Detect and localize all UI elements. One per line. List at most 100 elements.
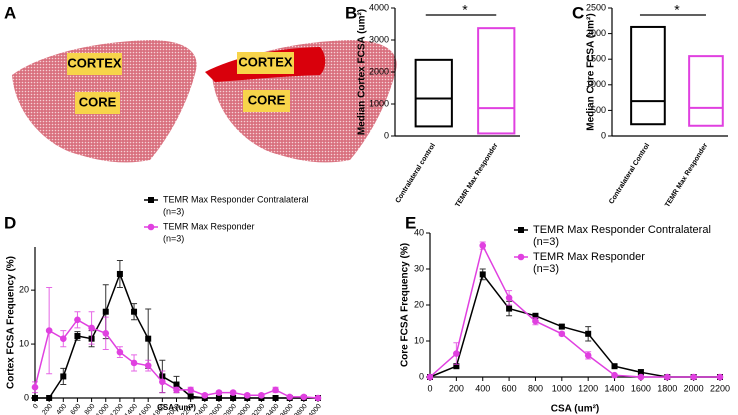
data-point	[532, 317, 539, 325]
data-point	[130, 359, 138, 367]
data-point	[314, 394, 322, 402]
data-point	[286, 393, 294, 401]
legend-label: TEMR Max Responder	[533, 251, 645, 263]
legend-marker	[517, 253, 525, 261]
x-tick-label: 200	[449, 383, 464, 393]
data-point	[479, 242, 487, 249]
label-box	[237, 52, 294, 74]
legend-note: (n=3)	[533, 236, 559, 248]
x-tick-label: 1400	[605, 383, 625, 393]
y-tick-label: 0	[419, 371, 424, 381]
data-point	[102, 329, 110, 337]
data-point	[716, 373, 724, 381]
x-tick-label: 1000	[552, 383, 572, 393]
data-point	[611, 363, 618, 370]
y-tick-label: 500	[591, 105, 606, 115]
label-box	[67, 53, 122, 75]
legend-marker	[518, 227, 524, 233]
data-point	[505, 294, 513, 302]
label-box	[75, 92, 120, 114]
y-tick-label: 0	[24, 392, 29, 402]
data-point	[102, 308, 109, 315]
data-point	[46, 395, 53, 401]
x-tick-label: 800	[528, 383, 543, 393]
data-point	[479, 271, 486, 278]
x-tick-label: 3000	[237, 403, 252, 415]
box	[630, 25, 666, 126]
panel-letter: A	[4, 3, 16, 22]
x-tick-label: 1600	[138, 403, 153, 415]
data-point	[453, 350, 460, 357]
x-tick-label: 2600	[209, 403, 224, 415]
data-point	[74, 316, 81, 324]
x-tick-label: 600	[70, 403, 83, 415]
data-point	[187, 386, 194, 394]
x-tick-label: 600	[502, 383, 517, 393]
data-point	[230, 395, 237, 401]
x-tick-label: 1200	[578, 383, 598, 393]
y-axis-label: Core FCSA Frequency (%)	[400, 243, 411, 367]
data-point	[300, 393, 308, 401]
y-axis-label: Median Core FCSA (um²)	[586, 13, 597, 130]
panel-a: A CORTEX CORE CORTEX CORE	[4, 3, 397, 163]
data-point	[532, 312, 539, 319]
data-point	[453, 363, 460, 370]
data-point	[637, 369, 644, 376]
x-tick-label: 800	[84, 403, 97, 415]
y-axis-label: Median Cortex FCSA (um²)	[357, 9, 368, 135]
panel-letter: C	[572, 3, 584, 22]
label-box	[243, 90, 290, 112]
data-point	[131, 308, 138, 315]
box	[688, 55, 724, 127]
y-tick-label: 4000	[369, 2, 389, 12]
x-tick-label: 2000	[684, 383, 704, 393]
data-point	[173, 381, 180, 388]
data-point	[88, 324, 95, 332]
y-tick-label: 20	[19, 285, 29, 295]
data-point	[558, 330, 566, 338]
x-axis-label: CSA (um²)	[157, 403, 196, 412]
y-tick-label: 3000	[369, 34, 389, 44]
legend-note: (n=3)	[163, 206, 184, 216]
y-tick-label: 30	[414, 263, 424, 273]
x-tick-label: 0	[32, 403, 40, 411]
region-label: CORTEX	[238, 54, 293, 69]
data-point	[60, 335, 67, 342]
legend-note: (n=3)	[163, 233, 184, 243]
data-point	[116, 348, 124, 356]
x-tick-label: 2400	[194, 403, 209, 415]
data-point	[32, 395, 38, 401]
x-tick-label: 2800	[223, 403, 238, 415]
x-tick-label: 1000	[95, 403, 110, 415]
x-tick-label: 0	[427, 383, 432, 393]
x-tick-label: 3200	[251, 403, 266, 415]
data-point	[506, 305, 513, 312]
region-label: CORTEX	[67, 55, 122, 70]
data-point	[585, 330, 592, 337]
data-point	[611, 371, 618, 379]
data-point	[272, 386, 279, 394]
y-tick-label: 1000	[369, 98, 389, 108]
legend-label: TEMR Max Responder	[163, 221, 255, 231]
y-tick-label: 10	[414, 335, 424, 345]
data-point	[116, 270, 123, 277]
x-tick-label: TEMR Max Responder	[454, 142, 499, 209]
data-point	[159, 378, 166, 386]
data-point	[690, 373, 697, 381]
y-axis-label: Cortex FCSA Frequency (%)	[6, 256, 17, 389]
x-tick-label: 4000	[308, 403, 323, 415]
x-tick-label: 3600	[279, 403, 294, 415]
series-line	[429, 272, 720, 378]
region-label: CORE	[79, 94, 117, 109]
data-point	[60, 373, 67, 380]
data-point	[229, 389, 237, 396]
x-tick-label: 2200	[710, 383, 730, 393]
data-point	[215, 389, 223, 396]
data-point	[272, 395, 279, 401]
y-tick-label: 40	[414, 227, 424, 237]
legend-note: (n=3)	[533, 263, 559, 275]
x-tick-label: 3400	[265, 403, 280, 415]
x-tick-label: 400	[475, 383, 490, 393]
panel-letter: E	[405, 213, 416, 232]
region-label: CORE	[248, 92, 286, 107]
